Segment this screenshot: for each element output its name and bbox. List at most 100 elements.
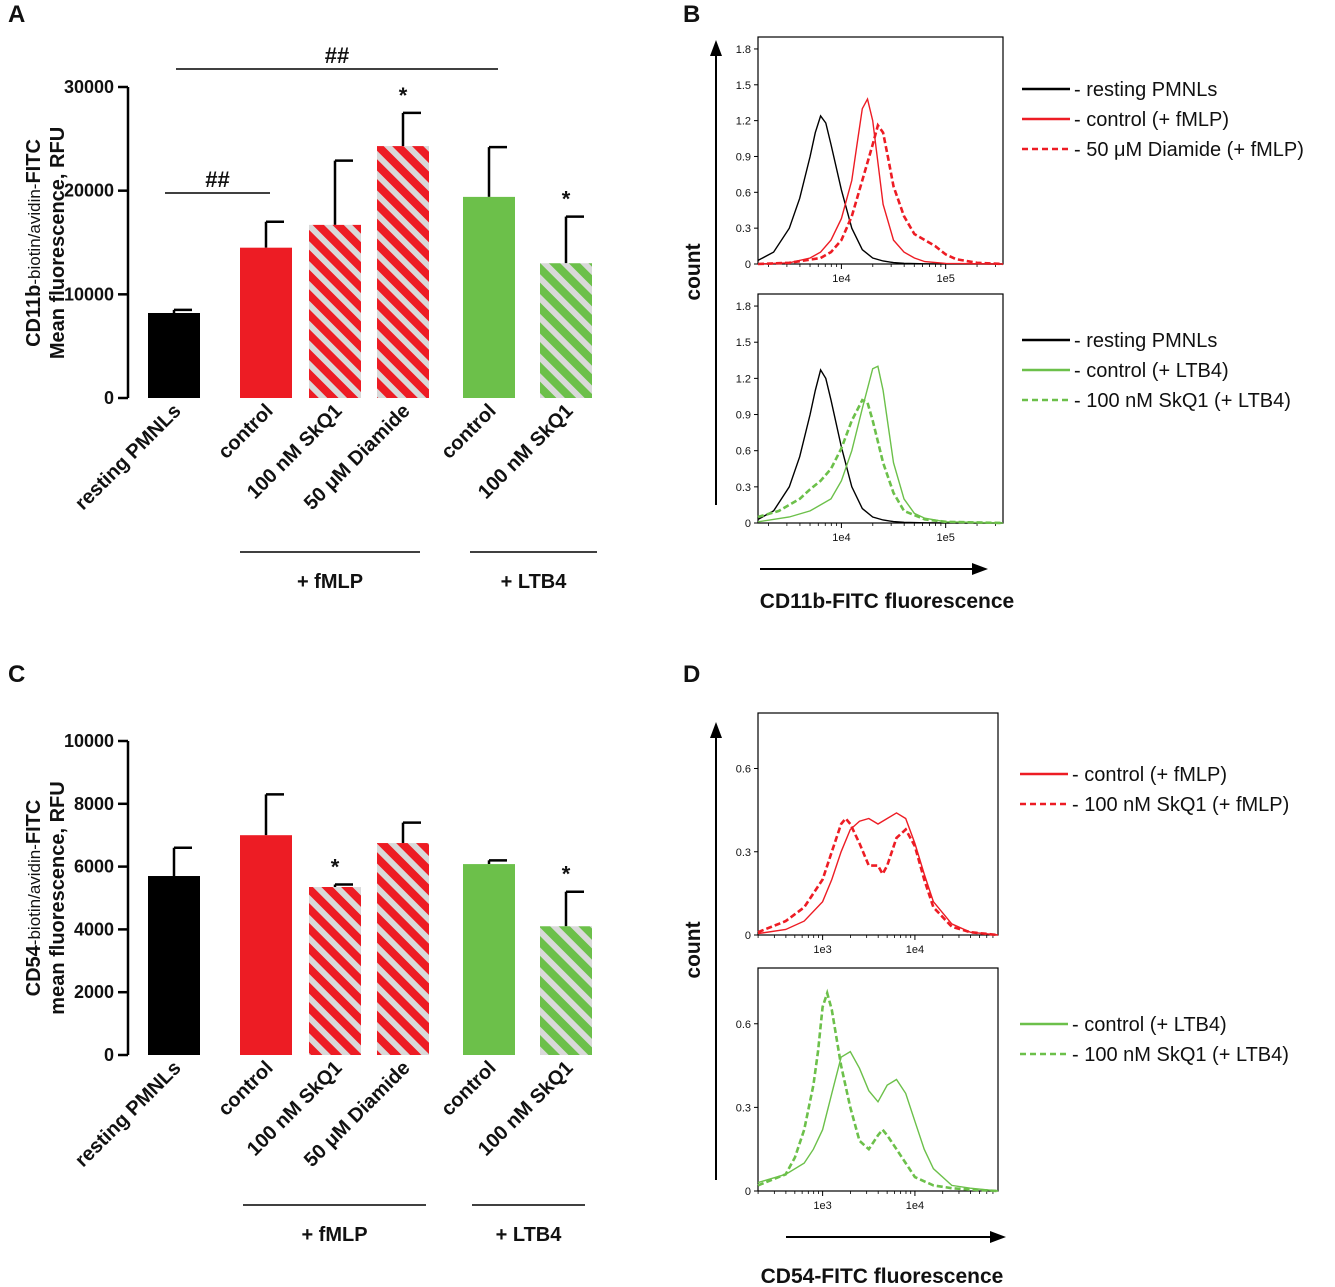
category-label: resting PMNLs xyxy=(71,1057,186,1172)
legend-entry: - control (+ fMLP) xyxy=(1074,109,1229,131)
legend-entry: - 100 nM SkQ1 (+ LTB4) xyxy=(1074,390,1291,412)
panel-label-d: D xyxy=(683,661,700,688)
group-label: + fMLP xyxy=(297,571,363,593)
bar xyxy=(540,263,592,398)
panel-d-histograms: 0 0.3 0.6 1e3 1e4 - control (+ fMLP) - 100 nM … xyxy=(682,712,1289,1287)
legend-entry: - 100 nM SkQ1 (+ fMLP) xyxy=(1072,794,1289,816)
y-tick-label: 1.5 xyxy=(736,337,751,349)
x-tick-label: 1e4 xyxy=(906,1200,924,1212)
group-label: + fMLP xyxy=(301,1224,367,1246)
bar xyxy=(309,224,361,398)
histogram-series-line xyxy=(757,365,1004,524)
bar xyxy=(377,843,429,1055)
x-tick-label: 1e3 xyxy=(813,944,831,956)
x-tick-label: 1e5 xyxy=(936,532,954,544)
x-tick-label: 1e4 xyxy=(832,532,850,544)
y-tick-label: 1.5 xyxy=(736,80,751,92)
histogram-series-line xyxy=(757,988,999,1193)
x-axis-label: CD11b-FITC fluorescence xyxy=(760,590,1014,613)
category-label: control xyxy=(437,400,500,463)
category-label: resting PMNLs xyxy=(71,400,186,515)
legend-entry: - control (+ fMLP) xyxy=(1072,764,1227,786)
panel-c-bar-chart: 0 2000 4000 6000 8000 10000 CD54-biotin/avidin… xyxy=(23,731,592,1246)
panel-a-bar-chart: 0 10000 20000 30000 CD11b-biotin/avidin-FITC… xyxy=(23,43,597,593)
x-arrow-head xyxy=(990,1231,1006,1243)
panel-b-histograms: 0 0.3 0.6 0.9 1.2 1.5 1.8 1e4 1e5 - resting PMNLs… xyxy=(682,36,1304,613)
y-tick-label: 0 xyxy=(745,1186,751,1198)
histogram-series-line xyxy=(757,122,1004,266)
y-tick-label: 30000 xyxy=(64,77,114,97)
legend-entry: - control (+ LTB4) xyxy=(1074,360,1229,382)
y-tick-label: 1.2 xyxy=(736,373,751,385)
histogram-series-line xyxy=(757,1050,999,1192)
histogram-subplot: 0 0.3 0.6 1e3 1e4 - control (+ fMLP) - 100 nM … xyxy=(736,712,1289,956)
legend-entry: - 50 μM Diamide (+ fMLP) xyxy=(1074,139,1304,161)
y-tick-label: 0 xyxy=(104,1045,114,1065)
y-tick-label: 0.3 xyxy=(736,223,751,235)
y-tick-label: 0.3 xyxy=(736,847,751,859)
y-axis-label: CD54-biotin/avidin-FITC xyxy=(23,800,45,997)
panel-label-b: B xyxy=(683,1,700,28)
legend-entry: - resting PMNLs xyxy=(1074,330,1217,352)
x-tick-label: 1e4 xyxy=(832,273,850,285)
y-tick-label: 0.6 xyxy=(736,1019,751,1031)
significance-star: * xyxy=(562,187,571,212)
x-axis-label: CD54-FITC fluorescence xyxy=(761,1265,1004,1287)
y-tick-label: 10000 xyxy=(64,731,114,751)
y-axis-label: count xyxy=(682,243,705,300)
bar xyxy=(240,247,292,398)
histogram-series-line xyxy=(757,97,1004,265)
y-tick-label: 0 xyxy=(745,518,751,530)
panel-label-a: A xyxy=(8,1,25,28)
histogram-series-line xyxy=(757,816,999,937)
histogram-subplot: 0 0.3 0.6 0.9 1.2 1.5 1.8 1e4 1e5 - resting PMNLs… xyxy=(736,293,1291,544)
group-label: + LTB4 xyxy=(496,1224,563,1246)
y-tick-label: 0.6 xyxy=(736,764,751,776)
plot-frame xyxy=(757,293,1004,524)
group-label: + LTB4 xyxy=(501,571,568,593)
panel-label-c: C xyxy=(8,661,25,688)
histogram-series-line xyxy=(757,368,1004,524)
legend-entry: - resting PMNLs xyxy=(1074,79,1217,101)
bar xyxy=(148,312,200,398)
y-axis-label-line2: Mean fluorescence, RFU xyxy=(47,127,69,359)
y-tick-label: 0 xyxy=(745,930,751,942)
y-tick-label: 0.3 xyxy=(736,1102,751,1114)
y-tick-label: 8000 xyxy=(74,794,114,814)
y-tick-label: 6000 xyxy=(74,857,114,877)
histogram-subplot: 0 0.3 0.6 0.9 1.2 1.5 1.8 1e4 1e5 - resting PMNLs… xyxy=(736,36,1304,285)
bar xyxy=(148,876,200,1055)
y-tick-label: 4000 xyxy=(74,919,114,939)
y-arrow-head xyxy=(710,722,722,738)
y-arrow-head xyxy=(710,40,722,56)
y-tick-label: 0 xyxy=(104,388,114,408)
legend-entry: - 100 nM SkQ1 (+ LTB4) xyxy=(1072,1044,1289,1066)
histogram-series-line xyxy=(757,114,1004,265)
y-tick-label: 0.9 xyxy=(736,410,751,422)
x-tick-label: 1e4 xyxy=(906,944,924,956)
y-tick-label: 2000 xyxy=(74,982,114,1002)
plot-frame xyxy=(757,36,1004,265)
significance-star: * xyxy=(331,854,340,879)
y-tick-label: 20000 xyxy=(64,181,114,201)
category-label: control xyxy=(214,400,277,463)
histogram-subplot: 0 0.3 0.6 1e3 1e4 - control (+ LTB4) - 100 nM … xyxy=(736,967,1289,1212)
category-label: control xyxy=(437,1057,500,1120)
category-label: control xyxy=(214,1057,277,1120)
x-tick-label: 1e3 xyxy=(813,1200,831,1212)
y-axis-label: count xyxy=(682,921,705,978)
y-axis-label-line2: mean fluorescence, RFU xyxy=(47,781,69,1014)
legend-entry: - control (+ LTB4) xyxy=(1072,1014,1227,1036)
y-axis-label: CD11b-biotin/avidin-FITC xyxy=(23,139,45,347)
y-tick-label: 0.9 xyxy=(736,151,751,163)
histogram-series-line xyxy=(757,398,1004,525)
bar xyxy=(240,835,292,1055)
significance-hash: ## xyxy=(325,43,349,68)
x-tick-label: 1e5 xyxy=(936,273,954,285)
y-tick-label: 10000 xyxy=(64,284,114,304)
y-tick-label: 0.6 xyxy=(736,187,751,199)
x-arrow-head xyxy=(972,563,988,575)
y-tick-label: 0.6 xyxy=(736,446,751,458)
y-tick-label: 1.8 xyxy=(736,301,751,313)
